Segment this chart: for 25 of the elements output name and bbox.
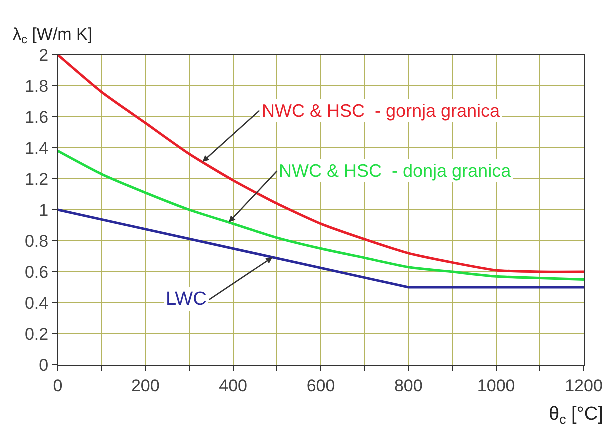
y-tick-label: 2 [39,46,49,65]
y-tick-label: 1 [39,200,49,220]
x-tick-label: 1200 [565,376,603,396]
x-tick-label: 1000 [477,376,516,396]
y-tick-label: 1.8 [24,76,49,96]
x-tick-label: 800 [394,376,423,396]
x-tick-label: 0 [53,376,63,396]
x-tick-label: 600 [306,376,336,396]
x-axis-title: θ$_{c}$ [°C] [549,404,604,427]
y-tick-label: 1.6 [24,108,49,127]
y-tick-label: 0.8 [24,232,49,251]
line-series [58,150,584,281]
y-tick-label: 0.4 [24,294,49,313]
y-tick-label: 0 [39,356,49,375]
y-tick-label: 1.2 [24,170,49,189]
y-axis-title: λ$_{c}$ [W/m K] [13,25,93,47]
x-tick-label: 200 [131,376,160,396]
line-series [58,55,584,274]
x-tick-label: 400 [219,376,248,396]
text: NWC & HSC - gornja granica [262,101,502,121]
text: LWC [166,289,207,310]
y-tick-label: 0.6 [24,262,49,282]
y-tick-label: 1.4 [24,138,49,158]
y-tick-label: 0.2 [24,324,49,344]
text: NWC & HSC - donja granica [279,161,512,181]
